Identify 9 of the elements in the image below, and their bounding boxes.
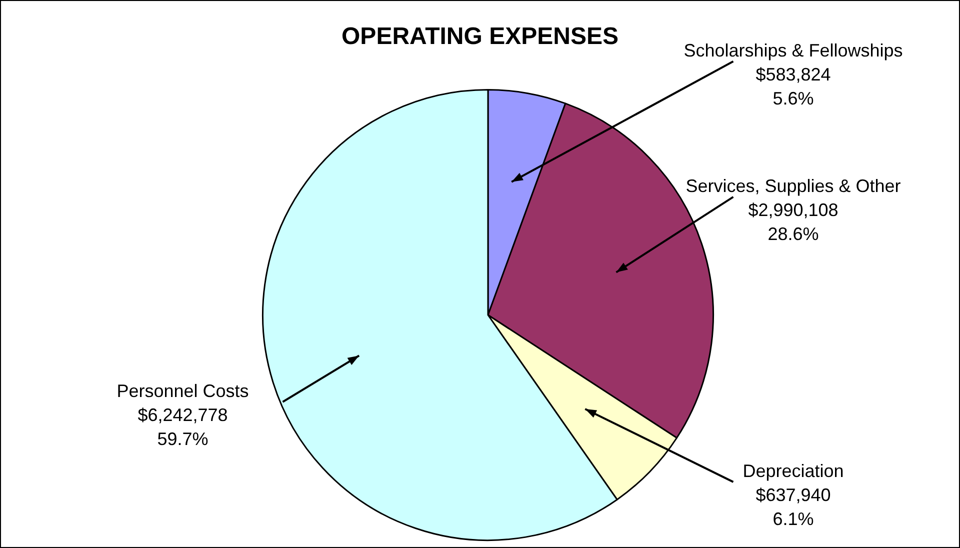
slice-label: Services, Supplies & Other	[686, 176, 901, 196]
slice-label: Depreciation	[742, 460, 844, 481]
data-label: $2,990,108 28.6%	[748, 200, 838, 244]
slice-label: Scholarships & Fellowships	[684, 40, 903, 60]
slice-label: Personnel Costs	[116, 380, 249, 401]
data-label: $637,940 6.1%	[756, 484, 831, 529]
chart-title: OPERATING EXPENSES	[342, 23, 618, 50]
data-label: $6,242,778 59.7%	[138, 404, 228, 449]
data-label: $583,824 5.6%	[756, 64, 831, 108]
